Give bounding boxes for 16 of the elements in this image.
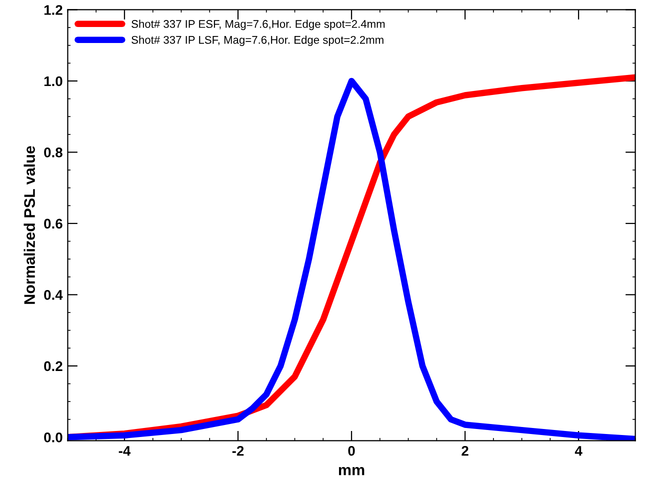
- y-tick-label: 0.4: [44, 290, 63, 300]
- y-tick-label: 0.2: [44, 361, 62, 372]
- y-tick-label: 0.6: [44, 218, 62, 229]
- x-tick-label: 4: [574, 446, 582, 456]
- y-tick-label: 0.8: [44, 148, 62, 158]
- y-axis-title: Normalized PSL value: [24, 146, 35, 304]
- x-axis-title: mm: [338, 466, 364, 476]
- legend-label: Shot# 337 IP LSF, Mag=7.6,Hor. Edge spot=2.2mm: [132, 36, 384, 46]
- x-tick-label: 0: [348, 446, 355, 456]
- y-tick-label: 1.2: [44, 5, 62, 15]
- y-tick-label: 0.0: [44, 432, 62, 442]
- x-tick-label: -2: [232, 446, 244, 456]
- x-tick-label: -4: [118, 446, 131, 456]
- y-tick-label: 1.0: [44, 76, 62, 86]
- x-tick-label: 2: [462, 446, 468, 456]
- legend-label: Shot# 337 IP ESF, Mag=7.6,Hor. Edge spot=2.4mm: [132, 20, 385, 30]
